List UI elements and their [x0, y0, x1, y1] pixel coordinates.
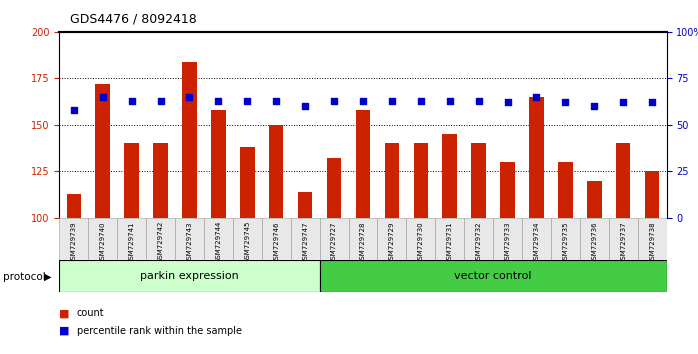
Point: [97, 94, 108, 100]
Bar: [356, 110, 370, 218]
Bar: [233, 218, 262, 260]
Text: GSM729727: GSM729727: [331, 221, 337, 264]
Bar: [580, 218, 609, 260]
Point: [618, 100, 629, 105]
Point: [184, 94, 195, 100]
Bar: [587, 181, 602, 218]
Text: GSM729737: GSM729737: [621, 221, 626, 264]
Bar: [327, 158, 341, 218]
Text: GSM729735: GSM729735: [563, 221, 568, 264]
Point: [213, 98, 224, 103]
Text: GSM729742: GSM729742: [158, 221, 163, 263]
Bar: [298, 192, 312, 218]
Bar: [645, 171, 660, 218]
Text: percentile rank within the sample: percentile rank within the sample: [77, 326, 242, 336]
Bar: [59, 260, 320, 292]
Bar: [204, 218, 233, 260]
Bar: [522, 218, 551, 260]
Point: [531, 94, 542, 100]
Bar: [240, 147, 255, 218]
Text: GSM729730: GSM729730: [418, 221, 424, 264]
Point: [329, 98, 340, 103]
Point: [502, 100, 513, 105]
Text: GSM729736: GSM729736: [591, 221, 597, 264]
Text: vector control: vector control: [454, 271, 532, 281]
Bar: [269, 125, 283, 218]
Bar: [211, 110, 225, 218]
Text: GSM729732: GSM729732: [475, 221, 482, 264]
Text: GSM729745: GSM729745: [244, 221, 251, 263]
Text: GSM729734: GSM729734: [533, 221, 540, 264]
Point: [242, 98, 253, 103]
Bar: [124, 143, 139, 218]
Bar: [88, 218, 117, 260]
Bar: [320, 260, 667, 292]
Text: GSM729744: GSM729744: [216, 221, 221, 263]
Text: GSM729739: GSM729739: [70, 221, 77, 264]
Text: GSM729738: GSM729738: [649, 221, 655, 264]
Text: GSM729746: GSM729746: [273, 221, 279, 264]
Point: [588, 103, 600, 109]
Text: GSM729728: GSM729728: [360, 221, 366, 264]
Bar: [175, 218, 204, 260]
Text: GSM729731: GSM729731: [447, 221, 453, 264]
Text: GDS4476 / 8092418: GDS4476 / 8092418: [70, 12, 197, 25]
Text: GSM729741: GSM729741: [128, 221, 135, 264]
Bar: [96, 84, 110, 218]
Bar: [348, 218, 378, 260]
Text: ▶: ▶: [44, 272, 52, 282]
Bar: [320, 218, 348, 260]
Bar: [551, 218, 580, 260]
Text: GSM729743: GSM729743: [186, 221, 193, 264]
Point: [386, 98, 397, 103]
Bar: [66, 194, 81, 218]
Bar: [262, 218, 290, 260]
Bar: [413, 143, 428, 218]
Text: ■: ■: [59, 308, 70, 318]
Point: [126, 98, 138, 103]
Point: [444, 98, 455, 103]
Bar: [500, 162, 514, 218]
Bar: [609, 218, 638, 260]
Point: [646, 100, 658, 105]
Bar: [406, 218, 436, 260]
Text: count: count: [77, 308, 105, 318]
Bar: [638, 218, 667, 260]
Bar: [182, 62, 197, 218]
Point: [415, 98, 426, 103]
Bar: [443, 134, 457, 218]
Text: parkin expression: parkin expression: [140, 271, 239, 281]
Text: GSM729729: GSM729729: [389, 221, 395, 264]
Point: [155, 98, 166, 103]
Bar: [493, 218, 522, 260]
Bar: [290, 218, 320, 260]
Point: [271, 98, 282, 103]
Bar: [378, 218, 406, 260]
Bar: [436, 218, 464, 260]
Bar: [529, 97, 544, 218]
Text: ■: ■: [59, 326, 70, 336]
Point: [299, 103, 311, 109]
Bar: [117, 218, 146, 260]
Point: [560, 100, 571, 105]
Bar: [616, 143, 630, 218]
Text: GSM729747: GSM729747: [302, 221, 308, 264]
Bar: [464, 218, 493, 260]
Bar: [471, 143, 486, 218]
Point: [68, 107, 80, 113]
Bar: [154, 143, 168, 218]
Text: GSM729733: GSM729733: [505, 221, 510, 264]
Point: [473, 98, 484, 103]
Text: GSM729740: GSM729740: [100, 221, 105, 264]
Text: protocol: protocol: [3, 272, 46, 282]
Bar: [558, 162, 572, 218]
Point: [357, 98, 369, 103]
Bar: [146, 218, 175, 260]
Bar: [59, 218, 88, 260]
Bar: [385, 143, 399, 218]
